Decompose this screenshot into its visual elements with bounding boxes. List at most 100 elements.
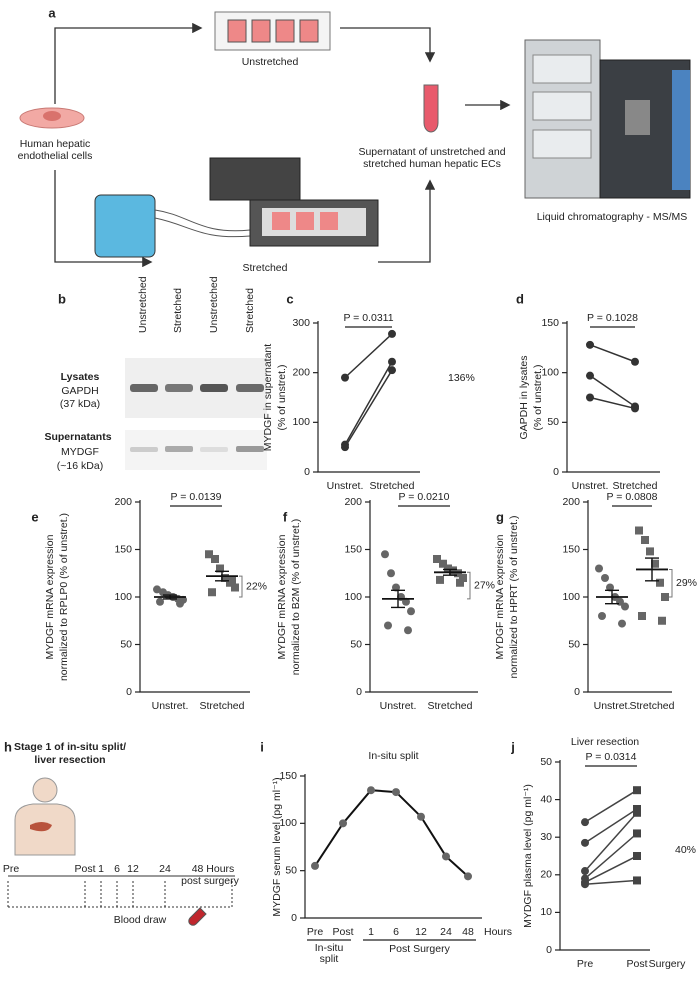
label: MYDGF — [61, 446, 99, 458]
point — [635, 526, 643, 535]
annotation: 27% — [474, 579, 495, 591]
y-tick-label: 100 — [562, 591, 580, 603]
y-axis-label: MYDGF mRNA expression — [276, 534, 288, 659]
p-value: P = 0.0139 — [171, 491, 222, 503]
y-tick-label: 10 — [540, 906, 552, 918]
point — [387, 569, 395, 578]
y-axis-label: MYDGF in supernatant — [262, 344, 274, 451]
point — [384, 621, 392, 630]
panel-label: c — [286, 291, 293, 306]
y-tick-label: 0 — [126, 686, 132, 698]
point — [392, 583, 400, 592]
time-label: post surgery — [181, 875, 240, 887]
y-tick-label: 0 — [574, 686, 580, 698]
pair-line — [584, 855, 638, 883]
chart-title: Liver resection — [571, 736, 639, 748]
time-label: Post — [74, 863, 95, 875]
point — [618, 619, 626, 628]
y-tick-label: 100 — [114, 591, 132, 603]
pair-line — [584, 832, 638, 880]
x-tick-label: 12 — [415, 926, 427, 938]
sem-bar — [215, 570, 229, 582]
y-axis-label: MYDGF mRNA expression — [494, 534, 506, 659]
point — [228, 575, 236, 584]
y-tick-label: 50 — [540, 756, 552, 768]
y-tick-label: 50 — [285, 864, 297, 876]
axis — [304, 774, 482, 919]
y-tick-label: 0 — [546, 944, 552, 956]
y-tick-label: 20 — [540, 869, 552, 881]
pair-line — [344, 369, 393, 448]
x-tick-label: Unstret. — [594, 700, 631, 712]
point — [633, 852, 641, 860]
y-axis-label: MYDGF mRNA expression — [44, 534, 56, 659]
time-label: 6 — [114, 863, 120, 875]
point — [656, 578, 664, 587]
y-tick-label: 50 — [547, 416, 559, 428]
p-value: P = 0.0311 — [343, 312, 393, 324]
p-value: P = 0.1028 — [587, 312, 638, 324]
point — [464, 872, 472, 881]
label: liver resection — [34, 754, 105, 766]
point — [581, 867, 589, 876]
point — [216, 564, 224, 573]
x-tick-label: Pre — [577, 958, 594, 970]
point — [442, 852, 450, 861]
point — [633, 786, 641, 795]
point — [633, 808, 641, 817]
line — [314, 789, 469, 878]
axis — [566, 321, 660, 473]
point — [449, 566, 457, 575]
y-tick-label: 150 — [114, 543, 132, 555]
label: Unstretched — [242, 56, 299, 68]
percent-bracket — [669, 568, 673, 598]
y-tick-label: 0 — [553, 466, 559, 478]
lane-label: Stretched — [172, 288, 184, 333]
y-tick-label: 30 — [540, 831, 552, 843]
y-tick-label: 100 — [292, 416, 310, 428]
panel-label: f — [283, 509, 288, 524]
y-tick-label: 100 — [541, 366, 559, 378]
lane-label: Unstretched — [137, 276, 149, 333]
label: Supernatants — [44, 431, 111, 443]
point — [586, 393, 594, 402]
point — [638, 612, 646, 620]
x-unit: Surgery — [649, 958, 687, 970]
point — [404, 626, 412, 635]
annotation: 29% — [676, 577, 697, 589]
x-tick-label: Unstret. — [380, 700, 417, 712]
x-unit: Hours — [484, 926, 512, 938]
label: Blood draw — [114, 914, 167, 926]
y-tick-label: 100 — [279, 817, 297, 829]
pair-line — [584, 808, 638, 844]
y-axis-label: GAPDH in lysates — [518, 355, 530, 439]
time-label: 1 — [98, 863, 104, 875]
point — [221, 574, 229, 582]
point — [388, 329, 396, 338]
label: endothelial cells — [18, 150, 93, 162]
x-tick-label: Stretched — [200, 700, 245, 712]
axis — [369, 500, 478, 693]
point — [581, 818, 589, 827]
y-tick-label: 100 — [344, 591, 362, 603]
point — [392, 788, 400, 797]
lane-label: Unstretched — [208, 276, 220, 333]
panel-label: b — [58, 291, 66, 306]
pair-line — [344, 333, 393, 379]
y-tick-label: 200 — [292, 366, 310, 378]
annotation: 40% — [675, 844, 696, 856]
pair-line — [584, 789, 638, 823]
x-tick-label: Unstret. — [572, 480, 609, 492]
label: Supernatant of unstretched and — [358, 146, 505, 158]
label: Stage 1 of in-situ split/ — [14, 741, 126, 753]
time-label: 24 — [159, 863, 171, 875]
point — [388, 366, 396, 375]
x-tick-label: 24 — [440, 926, 452, 938]
pair-line — [589, 396, 636, 410]
y-axis-label: MYDGF plasma level (pg ml⁻¹) — [522, 784, 534, 928]
y-tick-label: 150 — [541, 317, 559, 329]
label: (37 kDa) — [60, 398, 100, 410]
panel-label: g — [496, 509, 504, 524]
axis — [317, 321, 420, 473]
pair-line — [589, 375, 636, 408]
